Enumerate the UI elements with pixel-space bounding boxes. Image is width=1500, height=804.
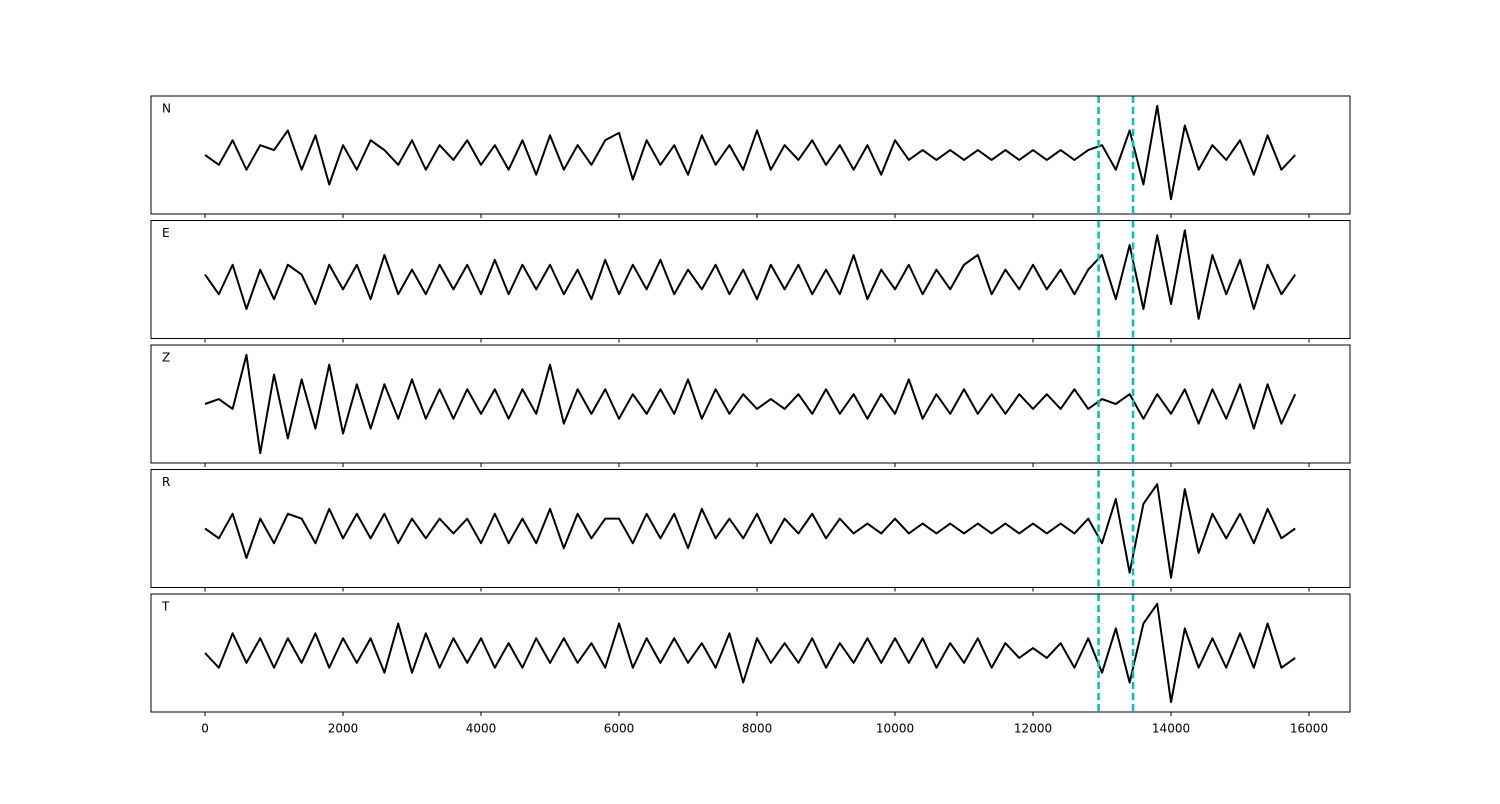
panel-frame [150, 593, 1351, 713]
trace [204, 483, 1296, 579]
panel-label: Z [162, 351, 170, 365]
x-tick-label: 14000 [1152, 722, 1190, 736]
trace [204, 229, 1297, 320]
trace [204, 602, 1296, 704]
x-tick-label: 16000 [1290, 722, 1328, 736]
x-tick-label: 2000 [328, 722, 359, 736]
panel-label: T [161, 600, 170, 614]
x-tick-label: 8000 [742, 722, 773, 736]
panel-frame [150, 344, 1351, 464]
panel-label: E [162, 226, 170, 240]
panel-frame [150, 469, 1351, 588]
x-tick-label: 12000 [1014, 722, 1052, 736]
panel-label: N [162, 102, 171, 116]
trace [204, 353, 1297, 455]
panel-label: R [162, 475, 170, 489]
trace [204, 104, 1296, 201]
x-tick-label: 0 [201, 722, 209, 736]
panel-frame [150, 220, 1351, 339]
x-tick-label: 6000 [604, 722, 635, 736]
x-tick-label: 10000 [876, 722, 914, 736]
x-tick-label: 4000 [466, 722, 497, 736]
panel-frame [150, 95, 1351, 215]
